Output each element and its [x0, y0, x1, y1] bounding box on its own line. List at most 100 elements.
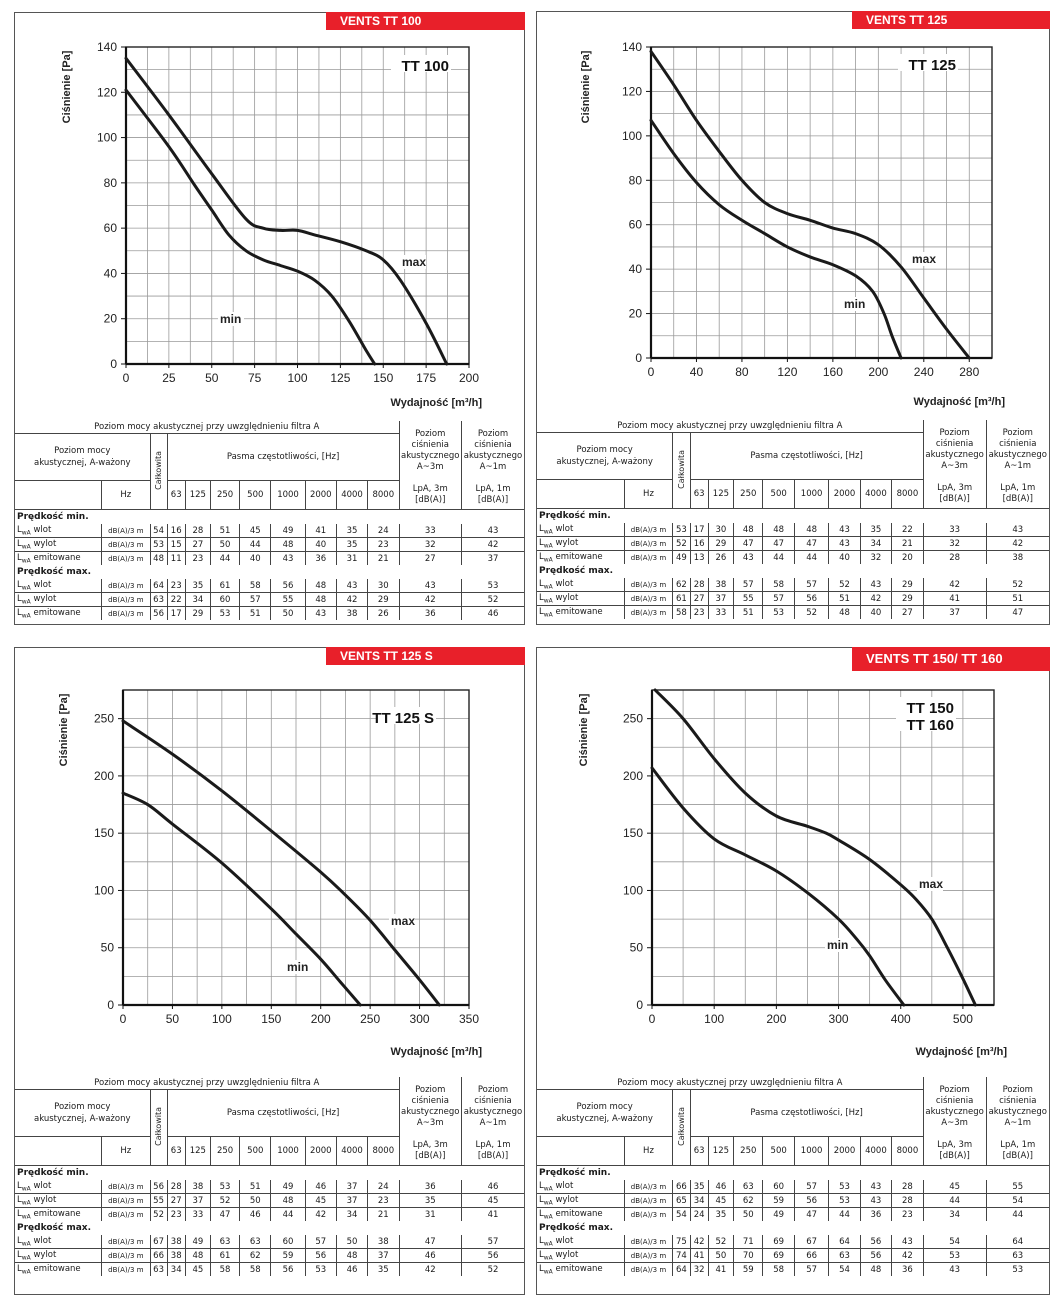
cell-band: 27 [166, 1193, 186, 1208]
x-tick-label: 200 [311, 1012, 331, 1026]
x-tick-label: 200 [868, 365, 888, 379]
table-row: LwA wylot dB(A)/3 m 53 15 27 50 44 48 40 35 23 32 42 [15, 537, 524, 552]
cell-lpa1: 41 [460, 1207, 524, 1221]
col-header-bands: Pasma częstotliwości, [Hz] [689, 432, 924, 480]
cell-band: 48 [793, 523, 829, 537]
cell-band: 62 [239, 1248, 271, 1263]
table-title: Poziom mocy akustycznej przy uwzględnien… [537, 1077, 924, 1090]
cell-band: 53 [762, 605, 795, 619]
x-tick-label: 300 [829, 1012, 849, 1026]
blank-cell [15, 480, 102, 510]
table-row: LwA wlot dB(A)/3 m 62 28 38 57 58 57 52 43 29 42 52 [537, 578, 1049, 592]
x-tick-label: 75 [248, 371, 262, 385]
cell-band: 56 [859, 1235, 892, 1249]
cell-band: 49 [184, 1235, 211, 1249]
cell-lpa3: 33 [398, 524, 462, 538]
title-bg [898, 54, 958, 71]
cell-band: 56 [304, 1248, 337, 1263]
curve-label-bg [218, 312, 244, 326]
cell-lpa3: 42 [398, 592, 462, 607]
cell-band: 46 [707, 1180, 734, 1194]
cell-band: 43 [859, 1180, 892, 1194]
x-tick-label: 350 [459, 1012, 479, 1026]
cell-band: 43 [270, 551, 306, 565]
row-unit: dB(A)/3 m [101, 1262, 151, 1276]
cell-lpa1: 37 [460, 551, 524, 565]
col-header-lpa3: Poziom ciśnienia akustycznego A~3m [922, 1077, 987, 1137]
cell-band: 43 [304, 606, 337, 620]
cell-lpa1: 46 [460, 606, 524, 620]
cell-band: 35 [707, 1207, 734, 1221]
cell-band: 27 [689, 591, 709, 606]
cell-band: 62 [733, 1193, 763, 1208]
curve-max [653, 688, 977, 1007]
cell-band: 61 [209, 579, 240, 593]
cell-band: 57 [793, 578, 829, 592]
cell-band: 26 [707, 550, 734, 564]
row-unit: dB(A)/3 m [101, 1207, 151, 1221]
cell-band: 23 [367, 537, 399, 552]
cell-band: 34 [335, 1207, 368, 1221]
row-unit: dB(A)/3 m [101, 551, 151, 565]
y-tick-label: 100 [97, 131, 117, 145]
title-bg [896, 697, 956, 714]
cell-total: 53 [149, 537, 168, 552]
col-header-bands: Pasma częstotliwości, [Hz] [689, 1089, 924, 1137]
cell-band: 36 [859, 1207, 892, 1221]
cell-lpa1: 46 [460, 1180, 524, 1194]
col-header-total-label: Całkowita [676, 449, 686, 489]
cell-band: 22 [891, 523, 924, 537]
row-label: LwA wylot [537, 536, 625, 551]
section-max: Prędkość max. [539, 566, 614, 576]
x-axis-label: Wydajność [m³/h] [914, 396, 1006, 408]
cell-band: 48 [762, 523, 795, 537]
col-header-freq: 8000 [891, 1136, 924, 1166]
cell-band: 52 [793, 605, 829, 619]
row-unit: dB(A)/3 m [101, 1248, 151, 1263]
cell-band: 41 [707, 1262, 734, 1276]
section-max: Prędkość max. [17, 1223, 92, 1233]
col-header-freq: 1000 [270, 480, 306, 510]
cell-total: 66 [672, 1180, 691, 1194]
x-tick-label: 100 [704, 1012, 724, 1026]
cell-band: 46 [304, 1180, 337, 1194]
cell-total: 64 [149, 579, 168, 593]
cell-band: 38 [367, 1235, 399, 1249]
row-label: LwA wlot [15, 579, 102, 593]
x-tick-label: 300 [410, 1012, 430, 1026]
col-header-total-label: Całkowita [154, 450, 164, 490]
row-label: LwA emitowane [17, 607, 81, 620]
x-axis-label: Wydajność [m³/h] [916, 1046, 1008, 1058]
cell-band: 43 [891, 1235, 924, 1249]
cell-band: 28 [891, 1193, 924, 1208]
cell-band: 34 [166, 1262, 186, 1276]
col-header-lpa1-unit: LpA, 1m [dB(A)] [460, 480, 524, 510]
col-header-freq: 8000 [891, 479, 924, 509]
col-header-total: Całkowita [672, 432, 691, 509]
col-header-freq: 125 [707, 1136, 734, 1166]
cell-band: 66 [793, 1248, 829, 1263]
y-tick-label: 40 [104, 266, 118, 280]
panel-tt100: 0 25 50 75 100 125 150 175 200 0 20 40 60 80 100 120 140… [14, 12, 525, 625]
col-header-total-label: Całkowita [154, 1106, 164, 1146]
cell-band: 43 [828, 523, 861, 537]
cell-band: 63 [828, 1248, 861, 1263]
y-tick-label: 0 [635, 351, 642, 365]
table-row: LwA emitowane dB(A)/3 m 56 17 29 53 51 50 43 38 26… [15, 606, 524, 620]
curve-max [124, 56, 449, 366]
row-unit: dB(A)/3 m [101, 537, 151, 552]
cell-band: 38 [184, 1180, 211, 1194]
curve-min [124, 88, 377, 366]
cell-band: 50 [239, 1193, 271, 1208]
row-unit: dB(A)/3 m [623, 550, 673, 564]
panel-tt125: 0 40 80 120 160 200 240 280 0 20 40 60 80 100 120 140 Ci… [536, 11, 1050, 625]
cell-band: 64 [828, 1235, 861, 1249]
col-header-freq: 4000 [859, 1136, 892, 1166]
row-label: LwA wlot [537, 523, 625, 537]
col-header-freq: 500 [239, 480, 271, 510]
row-label: LwA emitowane [539, 1263, 603, 1276]
cell-band: 28 [166, 1180, 186, 1194]
cell-band: 47 [733, 536, 763, 551]
cell-band: 17 [166, 606, 186, 620]
cell-band: 51 [733, 605, 763, 619]
